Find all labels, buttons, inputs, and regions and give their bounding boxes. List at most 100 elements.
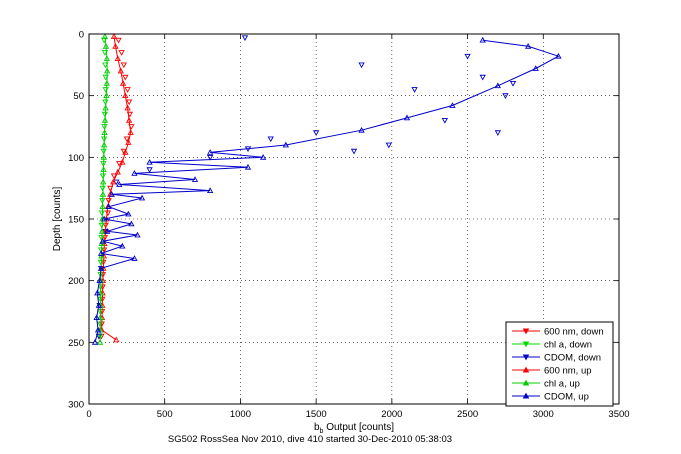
data-point: [124, 87, 131, 93]
data-point: [113, 336, 120, 343]
data-point: [110, 178, 117, 185]
data-point: [99, 203, 106, 210]
y-tick-label: 200: [68, 276, 84, 287]
data-point: [108, 191, 115, 197]
data-point: [146, 158, 153, 165]
series-layer: [91, 33, 562, 345]
data-point: [97, 289, 104, 296]
x-tick-label: 3500: [608, 409, 629, 420]
legend-entry-label: CDOM, up: [544, 392, 589, 403]
x-tick-label: 500: [157, 409, 173, 420]
data-point: [98, 228, 106, 234]
y-axis-label: Depth [counts]: [52, 187, 63, 252]
data-point: [102, 104, 109, 111]
data-point: [259, 154, 267, 160]
data-point: [449, 102, 456, 108]
data-point: [502, 93, 509, 99]
data-point: [103, 55, 111, 62]
data-point: [118, 50, 125, 56]
data-point: [125, 139, 132, 145]
data-point: [97, 250, 105, 256]
data-point: [101, 117, 109, 123]
data-point: [123, 136, 131, 143]
data-point: [94, 326, 102, 333]
data-point: [138, 194, 146, 201]
data-point: [358, 62, 365, 69]
data-point: [494, 82, 502, 89]
data-point: [102, 43, 110, 49]
data-point: [105, 198, 112, 204]
figure-caption: SG502 RossSea Nov 2010, dive 410 started…: [168, 434, 452, 445]
data-point: [100, 215, 108, 222]
x-tick-label: 3000: [533, 409, 554, 420]
legend-swatch-marker: [522, 354, 530, 361]
data-point: [112, 43, 119, 49]
legend: 600 nm, down chl a, down CDOM, down 600 nm,…: [505, 321, 614, 407]
x-tick-label: 0: [86, 409, 91, 420]
data-point: [131, 170, 138, 176]
data-point: [110, 33, 118, 39]
data-point: [206, 187, 214, 194]
x-tick-label: 1500: [306, 409, 327, 420]
data-point: [206, 154, 214, 161]
data-point: [119, 80, 127, 86]
data-point: [104, 67, 111, 74]
x-tick-label: 2500: [457, 409, 478, 420]
data-point: [100, 166, 107, 173]
data-point: [312, 130, 320, 136]
series-line: [101, 36, 132, 341]
data-point: [494, 130, 502, 136]
legend-entry-label: chl a, up: [544, 379, 580, 390]
data-point: [103, 92, 110, 99]
data-point: [403, 114, 411, 121]
data-point: [555, 52, 562, 59]
data-point: [479, 74, 486, 81]
data-point: [125, 99, 133, 106]
axis-ticks: 0 500 1000 1500 2000 2500 3000 3500 0 50 100 150 200…: [68, 30, 629, 421]
data-point: [98, 210, 106, 217]
data-point: [99, 237, 106, 244]
data-point: [101, 129, 108, 136]
legend-swatch-marker: [522, 392, 530, 399]
data-point: [131, 255, 138, 261]
data-point: [206, 149, 214, 155]
data-point: [464, 53, 471, 60]
legend-swatch-marker: [522, 328, 530, 335]
data-point: [385, 142, 392, 149]
data-point: [119, 158, 126, 165]
data-point: [117, 67, 124, 74]
data-point: [127, 129, 134, 136]
data-point: [105, 203, 112, 210]
data-point: [100, 178, 107, 185]
data-point: [102, 99, 109, 106]
legend-entry-label: 600 nm, up: [544, 366, 592, 377]
y-tick-label: 300: [68, 400, 84, 411]
data-point: [119, 242, 126, 249]
data-point: [94, 289, 101, 296]
legend-entry-label: 600 nm, down: [544, 327, 604, 338]
data-point: [115, 37, 122, 44]
y-tick-label: 150: [68, 215, 84, 226]
data-point: [97, 265, 105, 271]
data-point: [110, 173, 118, 180]
data-point: [104, 228, 111, 234]
y-tick-label: 250: [68, 338, 84, 349]
data-point: [114, 55, 121, 62]
data-point: [122, 74, 129, 81]
data-point: [411, 87, 418, 93]
data-point: [124, 104, 131, 111]
data-point: [532, 65, 539, 71]
x-tick-label: 1000: [230, 409, 251, 420]
data-point: [96, 339, 104, 345]
data-point: [114, 168, 121, 175]
data-point: [509, 80, 517, 87]
legend-entry-label: chl a, down: [544, 340, 592, 351]
data-point: [441, 117, 449, 124]
data-point: [100, 141, 108, 148]
data-point: [122, 92, 129, 99]
x-axis-label-subscript: b: [320, 428, 324, 435]
data-point: [102, 62, 109, 69]
data-point: [101, 111, 109, 118]
data-point: [146, 167, 153, 173]
